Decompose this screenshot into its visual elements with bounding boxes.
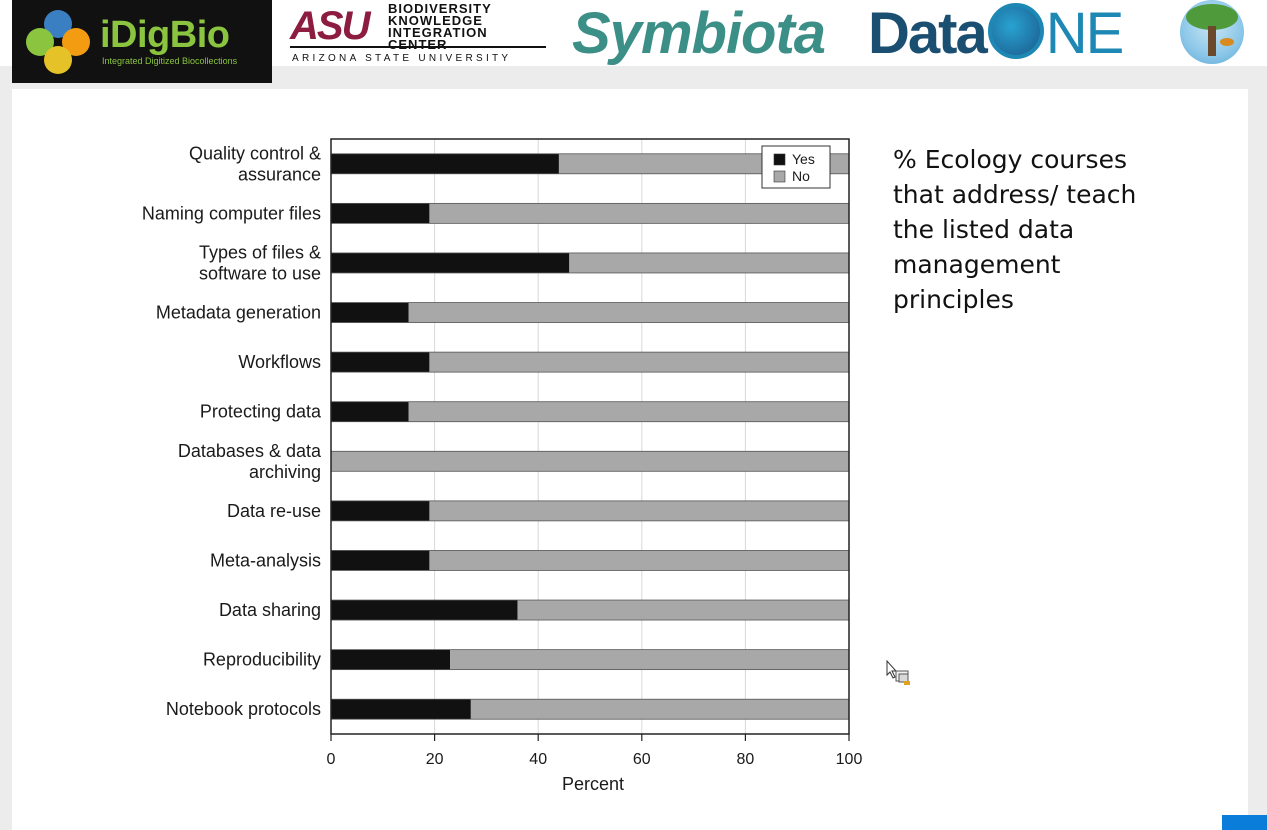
bar-no [517, 600, 849, 621]
bar-yes [331, 401, 409, 422]
bar-no [408, 302, 849, 323]
dataone-suffix: NE [1045, 1, 1125, 66]
idigbio-emblem-icon [26, 10, 90, 74]
mouse-cursor-icon [886, 660, 910, 685]
bar-no [429, 500, 849, 521]
x-tick-label: 80 [737, 751, 755, 768]
category-label: Notebook protocols [166, 699, 321, 719]
category-label: Meta-analysis [210, 550, 321, 570]
x-axis-title: Percent [562, 774, 624, 794]
bar-no [470, 699, 849, 720]
caption-line: the listed data [893, 215, 1075, 244]
category-label: Quality control & [189, 143, 321, 163]
bar-no [429, 352, 849, 373]
bar-no [429, 550, 849, 571]
category-label: Naming computer files [142, 203, 321, 223]
x-tick-label: 60 [633, 751, 651, 768]
legend-swatch-yes [773, 153, 786, 166]
bar-no [569, 252, 849, 273]
bar-yes [331, 550, 430, 571]
bar-yes [331, 352, 430, 373]
category-label: Databases & data [178, 441, 322, 461]
category-label: Metadata generation [156, 303, 321, 323]
globe-icon [987, 3, 1044, 59]
dataone-logo: Data NE [868, 0, 1125, 67]
asu-center-name: BIODIVERSITY KNOWLEDGE INTEGRATION CENTE… [388, 1, 550, 51]
category-label: archiving [249, 462, 321, 482]
symbiota-logo: Symbiota [572, 1, 826, 66]
bar-no [331, 451, 849, 472]
category-label: Workflows [238, 352, 321, 372]
category-label: Types of files & [199, 242, 321, 262]
legend-box [761, 145, 831, 189]
corner-indicator [1222, 815, 1267, 830]
chart-caption: % Ecology courses that address/ teach th… [893, 142, 1193, 317]
legend-label-yes: Yes [792, 151, 815, 167]
asu-mark: ASU [290, 4, 370, 48]
category-label: Protecting data [200, 402, 322, 422]
category-label: Data re-use [227, 501, 321, 521]
bar-yes [331, 600, 518, 621]
x-tick-label: 40 [529, 751, 547, 768]
x-tick-label: 20 [426, 751, 444, 768]
x-tick-label: 0 [327, 751, 336, 768]
bar-yes [331, 699, 471, 720]
plot-frame [330, 138, 850, 735]
tree-logo-icon [1180, 0, 1244, 64]
bar-yes [331, 302, 409, 323]
bar-yes [331, 252, 570, 273]
bar-yes [331, 203, 430, 224]
legend-label-no: No [792, 168, 810, 184]
asu-line-1: BIODIVERSITY [388, 1, 492, 16]
asu-university: ARIZONA STATE UNIVERSITY [292, 53, 512, 64]
bar-no [450, 649, 849, 670]
idigbio-logo: iDigBio Integrated Digitized Biocollecti… [12, 0, 272, 83]
bar-yes [331, 153, 559, 174]
idigbio-tagline: Integrated Digitized Biocollections [102, 56, 238, 66]
asu-logo: ASU BIODIVERSITY KNOWLEDGE INTEGRATION C… [290, 2, 550, 66]
legend-swatch-no [773, 170, 786, 183]
caption-line: % Ecology courses [893, 145, 1127, 174]
dataone-prefix: Data [868, 1, 988, 66]
bar-yes [331, 500, 430, 521]
category-label: Reproducibility [203, 650, 321, 670]
x-tick-label: 100 [836, 751, 863, 768]
caption-line: that address/ teach [893, 180, 1137, 209]
category-label: assurance [238, 164, 321, 184]
bar-no [408, 401, 849, 422]
asu-line-2: KNOWLEDGE [388, 13, 483, 28]
caption-line: management [893, 250, 1061, 279]
caption-line: principles [893, 285, 1014, 314]
bar-yes [331, 649, 451, 670]
asu-rule [290, 46, 546, 48]
category-label: software to use [199, 263, 321, 283]
idigbio-name: iDigBio [100, 14, 230, 56]
category-label: Data sharing [219, 600, 321, 620]
bar-no [429, 203, 849, 224]
